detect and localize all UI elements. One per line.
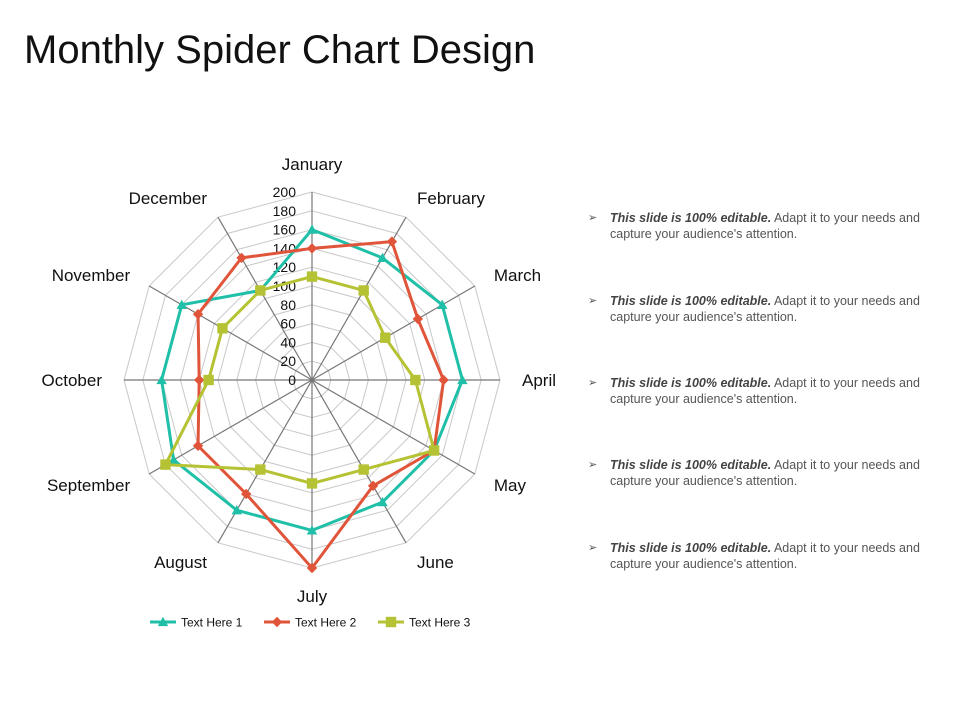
legend-item: Text Here 3: [378, 616, 471, 630]
data-point: [306, 525, 318, 535]
month-label: July: [297, 587, 328, 606]
data-point: [236, 252, 247, 264]
data-point: [438, 374, 449, 386]
tick-label: 80: [280, 297, 296, 313]
spider-chart: 0 20 40 60 80 100 120 140 160 180 200 January Febru…: [0, 150, 600, 650]
month-label: March: [494, 266, 541, 285]
note-bold-text: This slide is 100% editable.: [610, 376, 772, 390]
data-point: [380, 332, 391, 343]
month-label: May: [494, 476, 527, 495]
data-point: [217, 323, 228, 334]
data-point: [192, 309, 204, 320]
note-bold-text: This slide is 100% editable.: [610, 541, 772, 555]
data-point: [168, 454, 179, 465]
arrow-bullet-icon: ➢: [588, 542, 598, 554]
data-point: [194, 374, 205, 386]
data-point: [410, 374, 421, 386]
spoke-line: [217, 216, 313, 381]
data-point: [306, 243, 318, 254]
tick-label: 60: [280, 316, 296, 332]
note-item: ➢ This slide is 100% editable. Adapt it …: [588, 457, 948, 489]
note-text: Adapt it to your needs and capture your …: [610, 458, 920, 488]
note-item: ➢ This slide is 100% editable. Adapt it …: [588, 293, 948, 325]
legend-item: Text Here 1: [150, 616, 243, 630]
legend-marker: [385, 616, 397, 628]
series-line: [196, 240, 446, 570]
data-point: [437, 299, 448, 309]
data-point: [231, 505, 242, 515]
data-point: [367, 480, 379, 492]
data-point: [192, 440, 204, 451]
data-point: [306, 224, 318, 234]
tick-label: 160: [273, 222, 297, 238]
month-label: December: [129, 189, 208, 208]
data-point: [176, 299, 187, 309]
legend-item: Text Here 2: [264, 616, 357, 630]
data-point: [156, 374, 167, 385]
month-labels: January February March April May June July Augu…: [42, 155, 557, 606]
spoke-line: [311, 285, 476, 381]
month-label: September: [47, 476, 130, 495]
series-2: [192, 236, 449, 574]
data-point: [306, 271, 318, 282]
data-point: [358, 285, 369, 296]
legend-label: Text Here 3: [409, 616, 471, 630]
month-label: November: [52, 266, 131, 285]
note-text: Adapt it to your needs and capture your …: [610, 294, 920, 324]
tick-label: 200: [273, 184, 297, 200]
series-3: [160, 271, 440, 489]
page-title: Monthly Spider Chart Design: [24, 28, 536, 72]
tick-label: 0: [288, 372, 296, 388]
data-point: [241, 488, 252, 500]
month-label: June: [417, 553, 454, 572]
data-point: [255, 285, 266, 296]
arrow-bullet-icon: ➢: [588, 212, 598, 224]
month-label: October: [42, 371, 103, 390]
note-item: ➢ This slide is 100% editable. Adapt it …: [588, 540, 948, 572]
data-point: [386, 236, 398, 247]
data-point: [255, 464, 266, 475]
data-point: [358, 464, 369, 475]
note-bold-text: This slide is 100% editable.: [610, 294, 772, 308]
data-point: [428, 445, 440, 456]
legend-marker: [271, 616, 283, 628]
note-item: ➢ This slide is 100% editable. Adapt it …: [588, 375, 948, 407]
radar-grid: [123, 191, 501, 569]
data-point: [412, 313, 424, 325]
data-point: [306, 478, 318, 489]
note-text: Adapt it to your needs and capture your …: [610, 376, 920, 406]
data-point: [377, 252, 388, 263]
spoke-line: [311, 379, 476, 475]
spoke-line: [311, 379, 407, 544]
month-label: February: [417, 189, 486, 208]
data-point: [203, 374, 214, 386]
tick-label: 40: [280, 334, 296, 350]
arrow-bullet-icon: ➢: [588, 295, 598, 307]
spoke-line: [148, 379, 313, 475]
legend-marker: [157, 616, 169, 627]
spoke-line: [217, 379, 313, 544]
legend-label: Text Here 2: [295, 616, 357, 630]
tick-label: 20: [280, 353, 296, 369]
note-bold-text: This slide is 100% editable.: [610, 211, 772, 225]
month-label: January: [282, 155, 343, 174]
tick-label: 180: [273, 203, 297, 219]
month-label: August: [154, 553, 207, 572]
series-layer: [156, 224, 468, 574]
note-item: ➢ This slide is 100% editable. Adapt it …: [588, 210, 948, 242]
arrow-bullet-icon: ➢: [588, 459, 598, 471]
data-point: [377, 496, 388, 507]
data-point: [306, 562, 318, 574]
data-point: [457, 374, 468, 385]
data-point: [160, 459, 171, 470]
legend-label: Text Here 1: [181, 616, 243, 630]
arrow-bullet-icon: ➢: [588, 377, 598, 389]
month-label: April: [522, 371, 556, 390]
note-text: Adapt it to your needs and capture your …: [610, 211, 920, 241]
note-bold-text: This slide is 100% editable.: [610, 458, 772, 472]
spoke-line: [148, 285, 313, 381]
legend: Text Here 1 Text Here 2 Text Here 3: [150, 616, 471, 630]
note-text: Adapt it to your needs and capture your …: [610, 541, 920, 571]
